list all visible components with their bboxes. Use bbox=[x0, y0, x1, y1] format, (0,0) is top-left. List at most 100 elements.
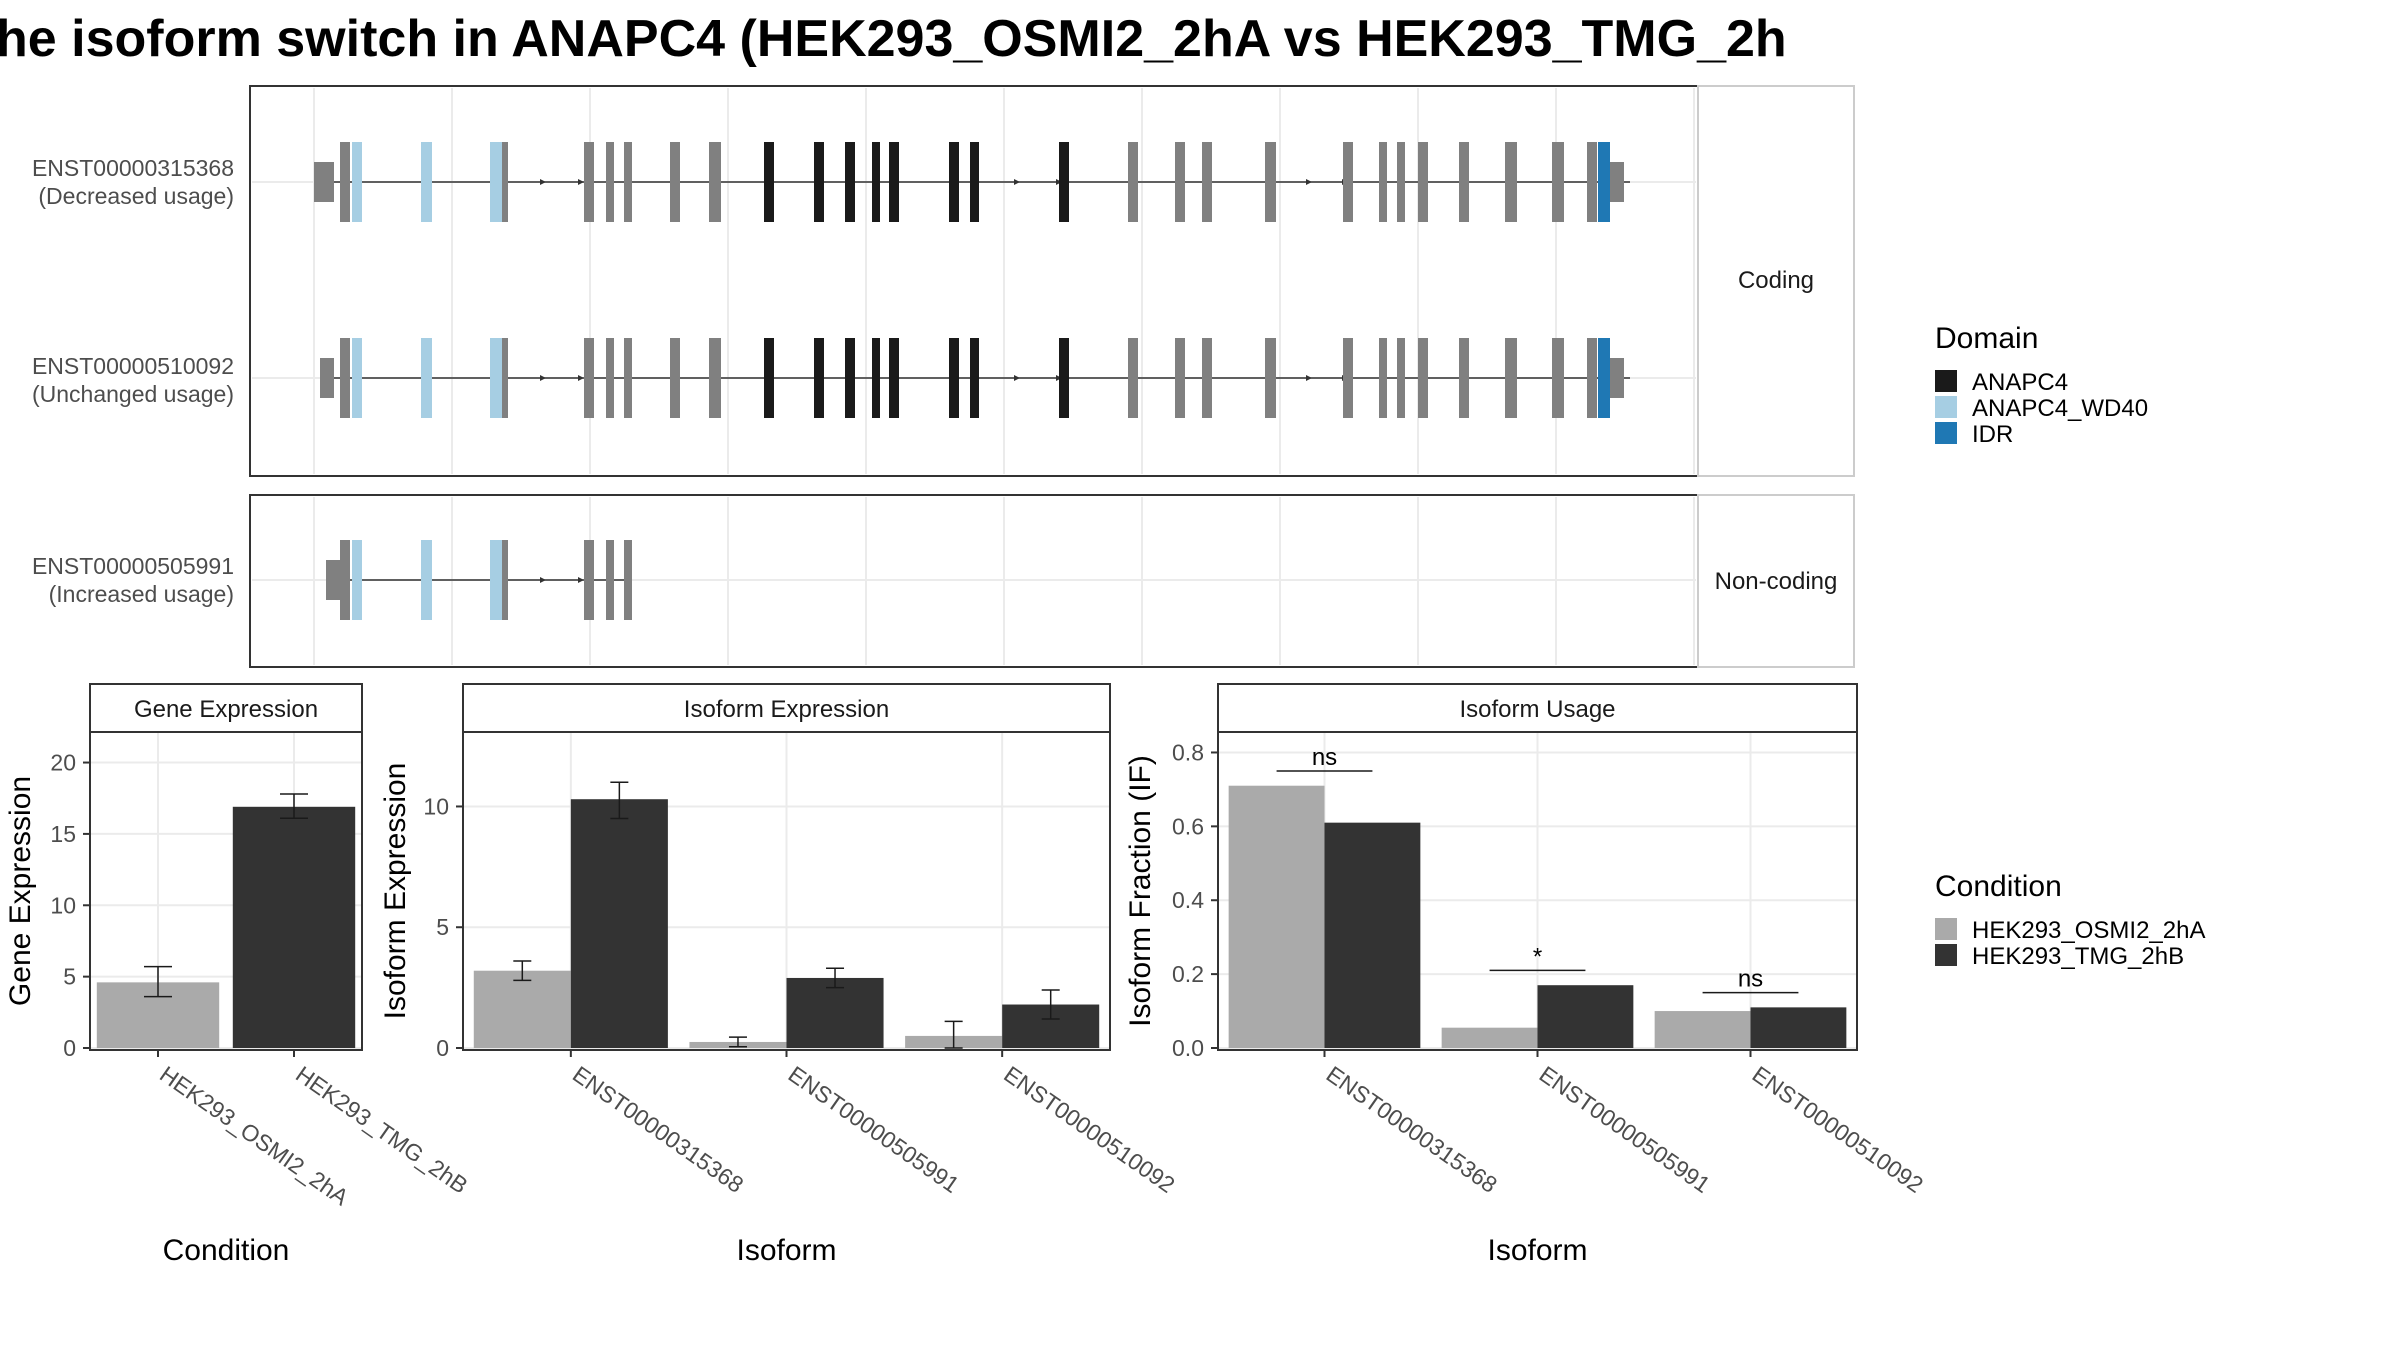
exon-block bbox=[490, 540, 502, 620]
exon-block bbox=[1598, 338, 1610, 418]
exon-block bbox=[1505, 142, 1517, 222]
exon-block bbox=[624, 540, 632, 620]
exon-block bbox=[1397, 338, 1405, 418]
bar bbox=[570, 799, 668, 1048]
significance-label: ns bbox=[1312, 744, 1337, 771]
exon-block bbox=[814, 338, 824, 418]
exon-block bbox=[764, 338, 774, 418]
exon-block bbox=[606, 338, 614, 418]
exon-block bbox=[624, 338, 632, 418]
exon-block bbox=[1265, 338, 1276, 418]
transcript-label-id: ENST00000505991 bbox=[32, 553, 234, 579]
exon-block bbox=[1202, 142, 1212, 222]
transcript-label-id: ENST00000315368 bbox=[32, 155, 234, 181]
strand-arrow bbox=[540, 179, 546, 185]
y-axis-title: Isoform Fraction (IF) bbox=[1124, 755, 1157, 1027]
exon-block bbox=[584, 142, 594, 222]
structure-panel-coding: Coding ENST00000315368 (Decreased usage)… bbox=[32, 85, 1855, 477]
exon-block bbox=[606, 142, 614, 222]
bar bbox=[1324, 822, 1421, 1048]
y-tick-label: 5 bbox=[63, 964, 76, 990]
bar bbox=[1228, 785, 1325, 1048]
structure-panel-noncoding: Non-coding ENST00000505991 (Increased us… bbox=[32, 494, 1855, 668]
isoform-expression-chart: Isoform Expression 0 5 10 ENST00000315368 ENS… bbox=[379, 683, 1180, 1267]
condition-legend: Condition HEK293_OSMI2_2hA HEK293_TMG_2h… bbox=[1935, 870, 2205, 970]
significance-label: * bbox=[1533, 943, 1542, 970]
exon-block bbox=[1552, 142, 1564, 222]
facet-strip-label: Isoform Expression bbox=[684, 696, 889, 723]
x-axis-title: Isoform bbox=[1487, 1234, 1587, 1267]
figure-title: he isoform switch in ANAPC4 (HEK293_OSMI… bbox=[0, 10, 1787, 68]
exon-block bbox=[1265, 142, 1276, 222]
legend-key-idr bbox=[1935, 422, 1957, 444]
bar bbox=[1441, 1027, 1538, 1048]
exon-block bbox=[1397, 142, 1405, 222]
legend-label: IDR bbox=[1972, 421, 2013, 448]
x-tick-label: ENST00000505991 bbox=[784, 1061, 964, 1198]
x-tick-label: ENST00000505991 bbox=[1535, 1061, 1715, 1198]
exon-block bbox=[584, 540, 594, 620]
bar bbox=[1750, 1007, 1847, 1048]
exon-block bbox=[421, 142, 432, 222]
y-tick-label: 20 bbox=[50, 750, 76, 776]
exon-block bbox=[970, 338, 979, 418]
gene-expression-chart: Gene Expression05101520HEK293_OSMI2_2hAH… bbox=[4, 683, 473, 1267]
exon-block bbox=[624, 142, 632, 222]
exon-block bbox=[490, 142, 502, 222]
strand-arrow bbox=[578, 179, 584, 185]
facet-strip-label: Non-coding bbox=[1715, 568, 1838, 595]
exon-block bbox=[1459, 338, 1469, 418]
transcript-label-usage: (Unchanged usage) bbox=[32, 381, 234, 407]
facet-strip-label: Isoform Usage bbox=[1459, 696, 1615, 723]
y-tick-label: 0.2 bbox=[1172, 961, 1204, 987]
facet-strip-label: Gene Expression bbox=[134, 696, 318, 723]
exon-block bbox=[1587, 142, 1597, 222]
utr-3prime bbox=[1610, 358, 1624, 398]
x-axis-title: Condition bbox=[163, 1234, 290, 1267]
strand-arrow bbox=[540, 577, 546, 583]
legend-label: ANAPC4 bbox=[1972, 369, 2068, 396]
exon-block bbox=[709, 338, 721, 418]
legend-title: Condition bbox=[1935, 870, 2062, 903]
legend-label: HEK293_TMG_2hB bbox=[1972, 943, 2184, 970]
strand-arrow bbox=[578, 577, 584, 583]
exon-block bbox=[340, 540, 350, 620]
exon-block bbox=[502, 540, 508, 620]
exon-block bbox=[709, 142, 721, 222]
exon-block bbox=[606, 540, 614, 620]
transcript-track-list bbox=[314, 142, 1630, 418]
exon-block bbox=[845, 338, 855, 418]
exon-block bbox=[1598, 142, 1610, 222]
exon-block bbox=[845, 142, 855, 222]
y-tick-label: 0.0 bbox=[1172, 1035, 1204, 1061]
exon-block bbox=[352, 338, 362, 418]
exon-block bbox=[670, 142, 680, 222]
exon-block bbox=[889, 338, 899, 418]
y-axis-title: Gene Expression bbox=[4, 776, 37, 1006]
facet-strip bbox=[1697, 85, 1855, 477]
exon-block bbox=[949, 338, 959, 418]
legend-key-osmi2 bbox=[1935, 918, 1957, 940]
exon-block bbox=[1128, 338, 1138, 418]
exon-block bbox=[1059, 338, 1069, 418]
transcript-label-id: ENST00000510092 bbox=[32, 353, 234, 379]
legend-label: ANAPC4_WD40 bbox=[1972, 395, 2148, 422]
bar bbox=[786, 977, 884, 1048]
exon-block bbox=[502, 338, 508, 418]
facet-strip-label: Coding bbox=[1738, 267, 1814, 294]
x-axis-title: Isoform bbox=[736, 1234, 836, 1267]
y-tick-label: 5 bbox=[436, 914, 449, 940]
exon-block bbox=[584, 338, 594, 418]
x-tick-label: ENST00000510092 bbox=[999, 1061, 1179, 1198]
facet-strip bbox=[462, 683, 1111, 733]
exon-block bbox=[814, 142, 824, 222]
bar bbox=[473, 970, 571, 1048]
utr-3prime bbox=[1610, 162, 1624, 202]
domain-legend: Domain ANAPC4 ANAPC4_WD40 IDR bbox=[1935, 322, 2148, 448]
exon-block bbox=[421, 338, 432, 418]
strand-arrow bbox=[1306, 179, 1312, 185]
strand-arrow bbox=[578, 375, 584, 381]
exon-block bbox=[1379, 142, 1387, 222]
exon-block bbox=[949, 142, 959, 222]
